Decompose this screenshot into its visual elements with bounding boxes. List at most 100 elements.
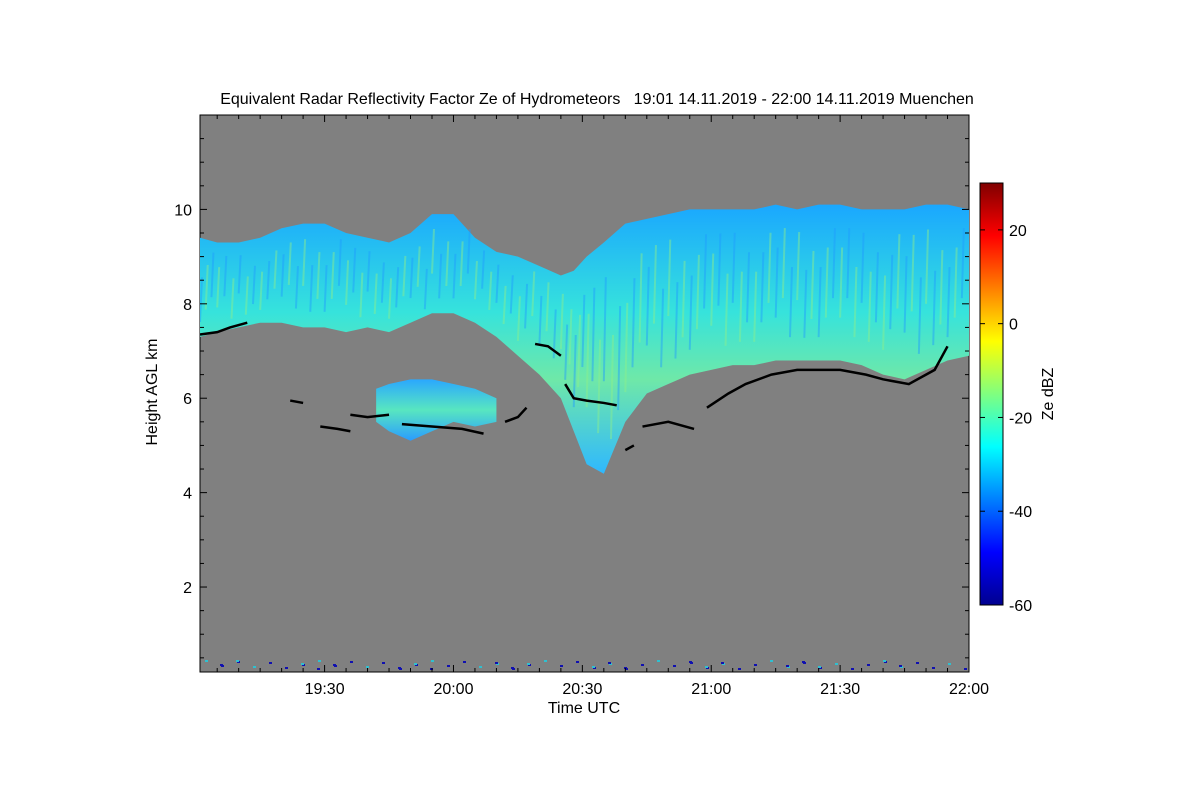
overlay-segment [534,342,562,357]
cloud-streak [516,296,521,341]
cloud-streak [244,276,249,315]
cloud-streak [602,277,607,382]
y-tick-label: 8 [183,297,192,314]
cloud-streak [903,256,908,333]
cloud-streak [882,275,887,350]
cloud-streak [445,241,450,287]
x-tick-label: 22:00 [949,681,989,698]
cloud-streak [703,234,708,309]
clutter-pixel [851,668,854,670]
clutter-pixel [576,661,579,663]
colorbar-tick-label: -60 [1009,598,1032,615]
x-tick-label: 21:30 [820,681,860,698]
cloud-streak [204,264,209,310]
x-tick-label: 19:30 [305,681,345,698]
colorbar-tick-label: -20 [1009,410,1032,427]
cloud-streak [774,247,779,318]
reflectivity-field [200,204,969,474]
clutter-pixel [608,662,611,664]
cloud-streak [660,288,665,368]
cloud-streak [925,229,930,304]
overlay-segment [350,413,390,419]
cloud-streak [380,262,385,303]
clutter-pixel [689,661,692,663]
cloud-streak [667,239,672,317]
cloud-streak [609,334,614,440]
clutter-pixel [932,667,935,669]
cloud-streak [502,285,507,325]
cloud-streak [591,287,596,382]
clutter-pixel [350,661,353,663]
clutter-pixel [705,666,708,668]
cloud-streak [917,277,922,354]
clutter-pixel [738,668,741,670]
clutter-pixel [495,662,498,664]
cloud-streak [423,268,428,310]
cloud-streak [495,264,500,303]
cloud-streak [688,275,693,350]
clutter-pixel [220,664,223,666]
cloud-streak [710,253,715,326]
cloud-streak [767,232,772,303]
cloud-streak [746,252,751,323]
clutter-pixel [479,666,482,668]
cloud-streak [210,252,215,298]
cloud-streak [796,232,801,301]
clutter-pixel [835,663,838,665]
cloud-streak [223,255,228,297]
cloud-streak [810,250,815,319]
cloud-streak [287,242,292,285]
clutter-pixel [527,663,530,665]
cloud-streak [738,271,743,342]
cloud-streak [846,228,851,299]
cloud-streak [577,314,582,388]
cloud-streak [910,234,915,312]
cloud-streak [953,247,958,318]
y-axis: 2 4 6 8 10 [174,138,969,659]
cloud-streak [585,313,590,408]
cloud-streak [867,271,872,342]
clutter-pixel [285,667,288,669]
clutter-pixel [818,666,821,668]
cloud-streak [459,241,464,287]
cloud-streak [545,282,550,332]
clutter-pixel [382,662,385,664]
chart-title: Equivalent Radar Reflectivity Factor Ze … [220,91,974,108]
ground-clutter [205,660,967,670]
clutter-pixel [641,664,644,666]
clutter-pixel [511,667,514,669]
cloud-streak [237,255,242,294]
cloud-streak [524,283,529,329]
cloud-streak [302,239,307,286]
clutter-pixel [899,665,902,667]
cloud-streak [266,261,271,300]
cloud-streak [488,271,493,311]
cloud-streak [216,267,221,308]
cloud-streak [681,260,686,338]
colorbar [979,182,1004,606]
clutter-pixel [463,661,466,663]
y-axis-label: Height AGL km [144,338,161,445]
cloud-streak [531,271,536,317]
colorbar-tick-label: 20 [1009,223,1027,240]
overlay-segment [706,345,949,409]
clutter-pixel [948,663,951,665]
colorbar-ticks: -60 -40 -20 0 20 [980,223,1032,615]
cloud-streak [674,282,679,359]
cloud-streak [932,270,937,346]
cloud-streak [345,260,350,305]
clutter-pixel [560,665,563,667]
cloud-streak [473,261,478,300]
x-axis: 19:30 20:00 20:30 21:00 21:30 22:00 [216,115,989,698]
clutter-pixel [318,660,321,662]
y-tick-label: 2 [183,580,192,597]
cloud-streak [402,255,407,297]
upper-cloud-layer [200,204,969,474]
clutter-pixel [673,665,676,667]
overlay-segment [401,422,484,435]
cloud-streak [874,252,879,323]
clutter-pixel [333,664,336,666]
cloud-streak [352,247,357,293]
clutter-pixel [964,668,967,670]
